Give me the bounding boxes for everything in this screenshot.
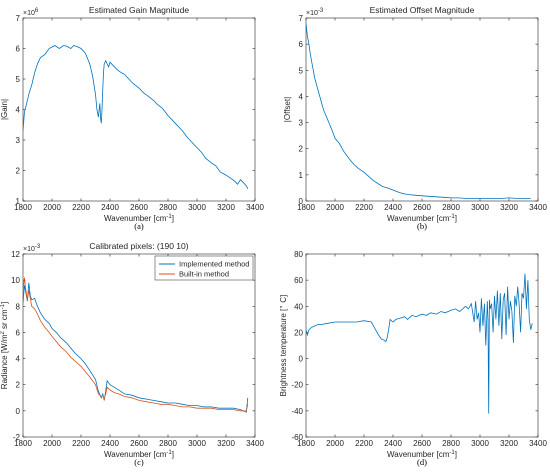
y-tick-label: 5 (299, 66, 304, 75)
series-line-2 (23, 277, 249, 412)
x-tick-label: 2400 (384, 203, 402, 212)
chart-title: Estimated Gain Magnitude (89, 5, 189, 15)
legend-box (154, 255, 254, 281)
x-tick-label: 2200 (355, 439, 373, 448)
x-axis-label: Wavenumber [cm-1] (104, 450, 174, 459)
y-tick-label: 7 (16, 14, 21, 23)
y-tick-label: 12 (11, 250, 20, 259)
legend-label: Built-in method (179, 270, 229, 279)
axis-exponent: ×10-3 (306, 8, 324, 17)
y-axis-label: |Gain| (0, 99, 9, 120)
y-tick-label: 80 (294, 250, 303, 259)
y-tick-label: 4 (16, 355, 21, 364)
chart-title: Estimated Offset Magnitude (370, 5, 475, 15)
x-tick-label: 3200 (500, 439, 518, 448)
panel-caption: (a) (134, 221, 144, 231)
x-tick-label: 1800 (297, 203, 315, 212)
chart-panel-1: 1800 2000 2200 2400 2600 2800 3000 3200 3400 1 2 3 4… (0, 5, 264, 231)
series-line-1 (306, 23, 531, 199)
x-axis-label: Wavenumber [cm-1] (387, 450, 457, 459)
x-tick-label: 2800 (442, 203, 460, 212)
y-tick-label: 0 (299, 355, 304, 364)
x-tick-label: 1800 (14, 439, 32, 448)
x-tick-label: 2600 (130, 439, 148, 448)
x-tick-label: 2000 (326, 203, 344, 212)
x-tick-label: 2800 (442, 439, 460, 448)
x-tick-label: 3400 (246, 203, 264, 212)
x-tick-label: 2200 (355, 203, 373, 212)
chart-panel-4: 1800 2000 2200 2400 2600 2800 3000 3200 3400 -60 -… (279, 250, 547, 467)
y-tick-label: 40 (294, 302, 303, 311)
x-tick-label: 2600 (413, 203, 431, 212)
y-tick-label: 8 (16, 302, 21, 311)
y-tick-label: 2 (16, 381, 21, 390)
y-tick-label: -60 (291, 433, 303, 442)
y-tick-label: 10 (11, 276, 20, 285)
y-tick-label: 0 (16, 407, 21, 416)
y-tick-label: 1 (16, 197, 21, 206)
y-tick-label: 60 (294, 276, 303, 285)
x-tick-label: 1800 (14, 203, 32, 212)
x-tick-label: 3400 (246, 439, 264, 448)
x-tick-label: 2200 (72, 203, 90, 212)
x-tick-label: 3000 (471, 203, 489, 212)
x-tick-label: 3000 (188, 439, 206, 448)
y-tick-label: 3 (16, 136, 21, 145)
y-tick-label: 2 (16, 167, 21, 176)
x-tick-label: 3400 (529, 439, 547, 448)
chart-panel-2: 1800 2000 2200 2400 2600 2800 3000 3200 3400 0 1 2 3… (283, 5, 547, 231)
y-tick-label: 4 (299, 92, 304, 101)
y-tick-label: 7 (299, 14, 304, 23)
y-tick-label: -40 (291, 407, 303, 416)
y-tick-label: 20 (294, 328, 303, 337)
legend-label: Implemented method (179, 260, 249, 269)
panel-caption: (c) (134, 457, 144, 467)
x-tick-label: 3400 (529, 203, 547, 212)
x-tick-label: 2000 (43, 439, 61, 448)
y-tick-label: 6 (299, 40, 304, 49)
y-tick-label: 1 (299, 171, 304, 180)
x-tick-label: 2800 (159, 439, 177, 448)
x-tick-label: 2600 (413, 439, 431, 448)
panel-caption: (d) (417, 457, 427, 467)
y-tick-label: 6 (16, 45, 21, 54)
y-tick-label: 5 (16, 75, 21, 84)
y-axis-label: Radiance [W/m2 sr cm-1] (0, 302, 9, 389)
x-tick-label: 3000 (471, 439, 489, 448)
x-tick-label: 3000 (188, 203, 206, 212)
x-tick-label: 2400 (384, 439, 402, 448)
x-axis-label: Wavenumber [cm-1] (387, 214, 457, 223)
y-tick-label: 4 (16, 106, 21, 115)
series-line-1 (306, 273, 533, 414)
y-tick-label: 2 (299, 145, 304, 154)
x-tick-label: 3200 (217, 203, 235, 212)
x-tick-label: 2400 (101, 203, 119, 212)
axis-exponent: ×10-3 (23, 244, 41, 253)
x-tick-label: 2800 (159, 203, 177, 212)
x-tick-label: 2000 (43, 203, 61, 212)
y-axis-label: |Offset| (283, 97, 292, 122)
axis-exponent: ×106 (23, 8, 39, 17)
panel-caption: (b) (417, 221, 427, 231)
x-tick-label: 2200 (72, 439, 90, 448)
chart-panel-3: 1800 2000 2200 2400 2600 2800 3000 3200 3400 -2 0 2… (0, 241, 264, 467)
x-tick-label: 2000 (326, 439, 344, 448)
x-tick-label: 2600 (130, 203, 148, 212)
y-tick-label: 3 (299, 119, 304, 128)
y-tick-label: -20 (291, 381, 303, 390)
x-tick-label: 3200 (217, 439, 235, 448)
x-tick-label: 1800 (297, 439, 315, 448)
x-tick-label: 2400 (101, 439, 119, 448)
y-axis-label: Brightness temperature [∘ C] (279, 295, 288, 397)
series-line-1 (23, 45, 249, 189)
y-tick-label: 0 (299, 197, 304, 206)
y-tick-label: -2 (13, 433, 21, 442)
x-axis-label: Wavenumber [cm-1] (104, 214, 174, 223)
x-tick-label: 3200 (500, 203, 518, 212)
y-tick-label: 6 (16, 328, 21, 337)
chart-title: Calibrated pixels: (190 10) (89, 241, 188, 251)
